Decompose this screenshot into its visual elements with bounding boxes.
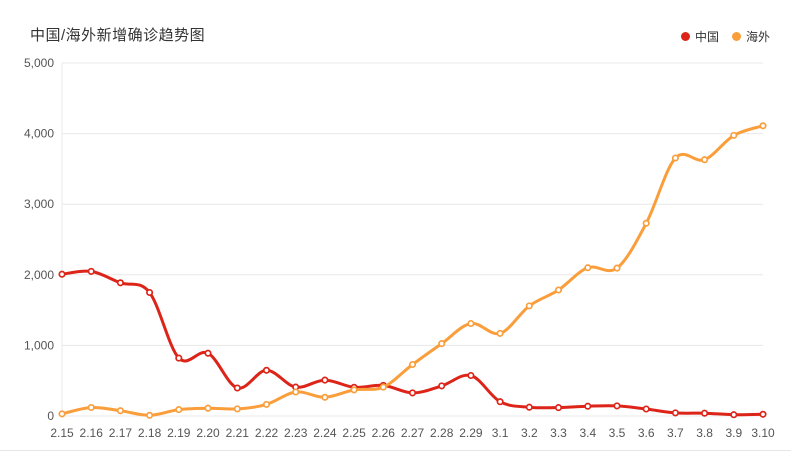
svg-text:3.4: 3.4 <box>579 426 596 440</box>
svg-text:5,000: 5,000 <box>24 56 54 70</box>
legend-item-china[interactable]: 中国 <box>680 28 719 45</box>
svg-text:2.18: 2.18 <box>138 426 162 440</box>
svg-text:2.21: 2.21 <box>226 426 250 440</box>
svg-text:3.6: 3.6 <box>638 426 655 440</box>
svg-text:2,000: 2,000 <box>24 268 54 282</box>
svg-text:3.8: 3.8 <box>696 426 713 440</box>
legend-overseas-label: 海外 <box>745 30 770 44</box>
overseas-line <box>60 124 765 417</box>
x-axis-labels: 2.15 2.16 2.17 2.18 2.19 2.20 2.21 2.22 2.23 2.24… <box>50 426 775 440</box>
overseas-series-dot-icon <box>731 32 741 41</box>
svg-text:3.5: 3.5 <box>609 426 626 440</box>
bottom-divider <box>0 450 791 451</box>
legend-china-label: 中国 <box>694 30 719 44</box>
svg-text:2.27: 2.27 <box>401 426 425 440</box>
svg-text:2.28: 2.28 <box>430 426 454 440</box>
svg-text:3.10: 3.10 <box>751 426 775 440</box>
overseas-markers <box>58 122 767 419</box>
legend-item-overseas[interactable]: 海外 <box>731 28 770 45</box>
svg-text:2.15: 2.15 <box>50 426 74 440</box>
svg-text:2.16: 2.16 <box>80 426 104 440</box>
china-series-dot-icon <box>680 32 690 41</box>
svg-text:2.23: 2.23 <box>284 426 308 440</box>
svg-text:2.24: 2.24 <box>313 426 337 440</box>
chart-title: 中国/海外新增确诊趋势图 <box>30 27 206 44</box>
svg-text:2.20: 2.20 <box>196 426 220 440</box>
svg-text:0: 0 <box>47 409 54 423</box>
svg-text:2.22: 2.22 <box>255 426 279 440</box>
svg-text:2.25: 2.25 <box>342 426 366 440</box>
svg-text:3.2: 3.2 <box>521 426 538 440</box>
svg-text:3.7: 3.7 <box>667 426 684 440</box>
svg-text:2.17: 2.17 <box>109 426 133 440</box>
china-markers <box>58 267 767 419</box>
svg-text:2.29: 2.29 <box>459 426 483 440</box>
svg-text:2.19: 2.19 <box>167 426 191 440</box>
svg-text:3.1: 3.1 <box>492 426 509 440</box>
svg-text:1,000: 1,000 <box>24 338 54 352</box>
svg-text:3,000: 3,000 <box>24 197 54 211</box>
svg-text:2.26: 2.26 <box>372 426 396 440</box>
svg-text:4,000: 4,000 <box>24 127 54 141</box>
legend: 中国 海外 <box>680 28 770 45</box>
svg-text:3.3: 3.3 <box>550 426 567 440</box>
svg-text:3.9: 3.9 <box>725 426 742 440</box>
grid-lines <box>62 62 763 417</box>
y-axis-labels: 0 1,000 2,000 3,000 4,000 5,000 <box>24 56 54 423</box>
